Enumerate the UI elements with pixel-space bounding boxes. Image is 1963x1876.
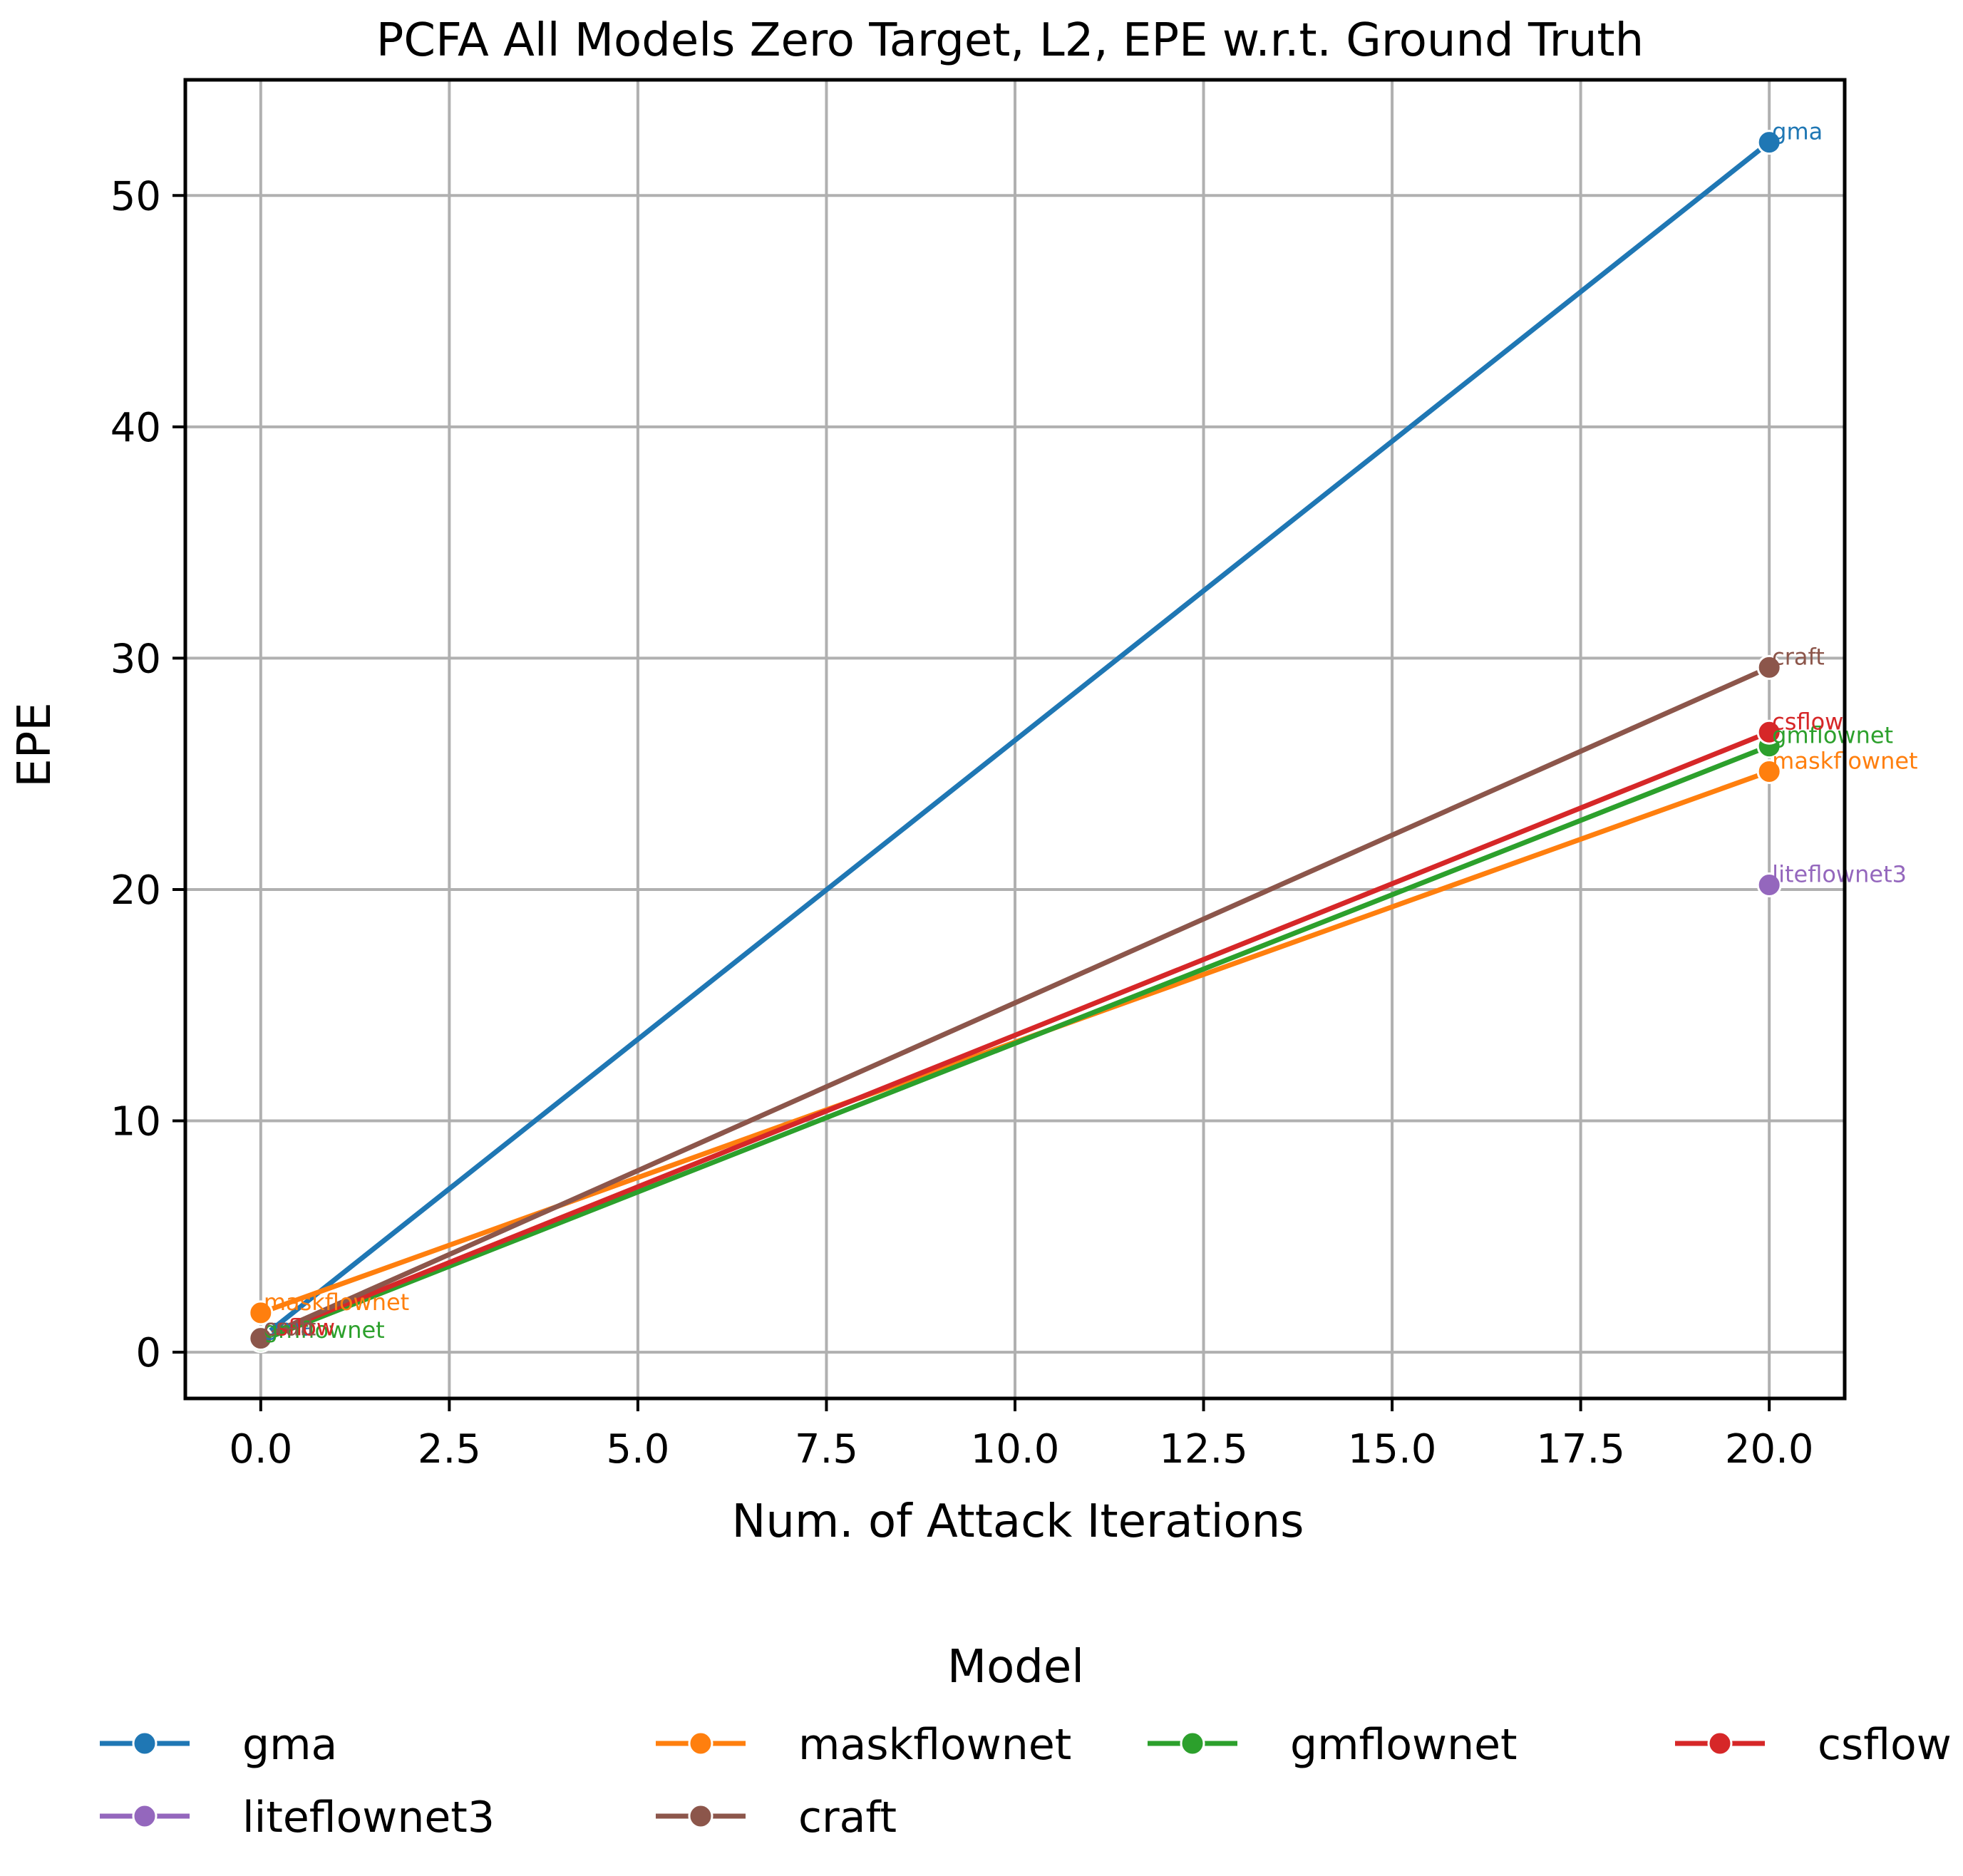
point-label-csflow: csflow	[264, 1314, 335, 1341]
y-tick-label: 50	[110, 173, 161, 220]
series-lines	[258, 140, 1772, 1344]
data-point-maskflownet	[248, 1300, 274, 1326]
legend-item-gma: gma	[100, 1720, 337, 1770]
legend-item-liteflownet3: liteflownet3	[100, 1793, 495, 1842]
point-label-gmflownet: gmflownet	[1772, 722, 1893, 749]
series-line-craft	[258, 664, 1772, 1341]
x-tick-label: 20.0	[1725, 1426, 1814, 1473]
legend-item-gmflownet: gmflownet	[1148, 1720, 1518, 1770]
y-tick-label: 20	[110, 867, 161, 914]
legend-marker-maskflownet	[688, 1731, 713, 1756]
legend-label-csflow: csflow	[1818, 1720, 1952, 1770]
x-tick-label: 17.5	[1536, 1426, 1625, 1473]
point-label-gmflownet: gmflownet	[264, 1316, 385, 1344]
y-tick-label: 30	[110, 636, 161, 682]
legend-title: Model	[947, 1641, 1084, 1694]
legend-label-gma: gma	[242, 1720, 337, 1770]
legend-label-liteflownet3: liteflownet3	[242, 1793, 495, 1842]
x-tick-label: 2.5	[418, 1426, 481, 1473]
y-tick-label: 0	[135, 1330, 161, 1376]
point-labels: gmagmamaskflownetmaskflownetgmflownetgmf…	[264, 118, 1918, 1344]
y-tick-label: 40	[110, 405, 161, 451]
series-line-gmflownet	[258, 743, 1772, 1344]
x-tick-label: 5.0	[606, 1426, 669, 1473]
y-axis-label: EPE	[9, 702, 61, 787]
legend-label-craft: craft	[798, 1793, 897, 1842]
legend-marker-craft	[688, 1803, 713, 1829]
x-tick-label: 10.0	[971, 1426, 1060, 1473]
legend-marker-gma	[132, 1731, 158, 1756]
legend-label-maskflownet: maskflownet	[798, 1720, 1071, 1770]
chart-title: PCFA All Models Zero Target, L2, EPE w.r…	[376, 14, 1644, 67]
legend-label-gmflownet: gmflownet	[1290, 1720, 1518, 1770]
legend-item-maskflownet: maskflownet	[656, 1720, 1071, 1770]
data-point-maskflownet	[1756, 758, 1782, 784]
point-label-maskflownet: maskflownet	[264, 1289, 409, 1316]
data-point-craft	[248, 1326, 274, 1351]
legend-marker-gmflownet	[1180, 1731, 1205, 1756]
legend-item-csflow: csflow	[1675, 1720, 1952, 1770]
data-point-csflow	[1756, 719, 1782, 745]
point-label-gma: gma	[264, 1314, 314, 1341]
x-axis-ticks: 0.0 2.5 5.0 7.5 10.0 12.5 15.0 17.5 20.0	[229, 1398, 1814, 1473]
point-label-liteflownet3: liteflownet3	[1772, 860, 1907, 887]
x-tick-label: 0.0	[229, 1426, 292, 1473]
x-tick-label: 15.0	[1348, 1426, 1437, 1473]
legend-marker-csflow	[1707, 1731, 1733, 1756]
y-axis-ticks: 0 10 20 30 40 50	[110, 173, 185, 1376]
x-axis-label: Num. of Attack Iterations	[732, 1495, 1304, 1548]
legend-marker-liteflownet3	[132, 1803, 158, 1829]
legend: Model gma maskflownet gmflownet csflow litef…	[100, 1641, 1952, 1842]
data-point-liteflownet3	[1756, 872, 1782, 897]
data-point-craft	[1756, 654, 1782, 680]
series-points	[248, 130, 1782, 1354]
x-tick-label: 12.5	[1159, 1426, 1248, 1473]
point-label-craft: craft	[264, 1314, 316, 1341]
x-tick-label: 7.5	[795, 1426, 858, 1473]
point-label-craft: craft	[1772, 643, 1825, 670]
point-label-csflow: csflow	[1772, 708, 1843, 735]
point-label-gma: gma	[1772, 118, 1823, 145]
y-tick-label: 10	[110, 1099, 161, 1145]
series-line-gma	[258, 140, 1772, 1341]
legend-item-craft: craft	[656, 1793, 897, 1842]
series-line-csflow	[258, 729, 1772, 1341]
data-point-gma	[1756, 130, 1782, 155]
